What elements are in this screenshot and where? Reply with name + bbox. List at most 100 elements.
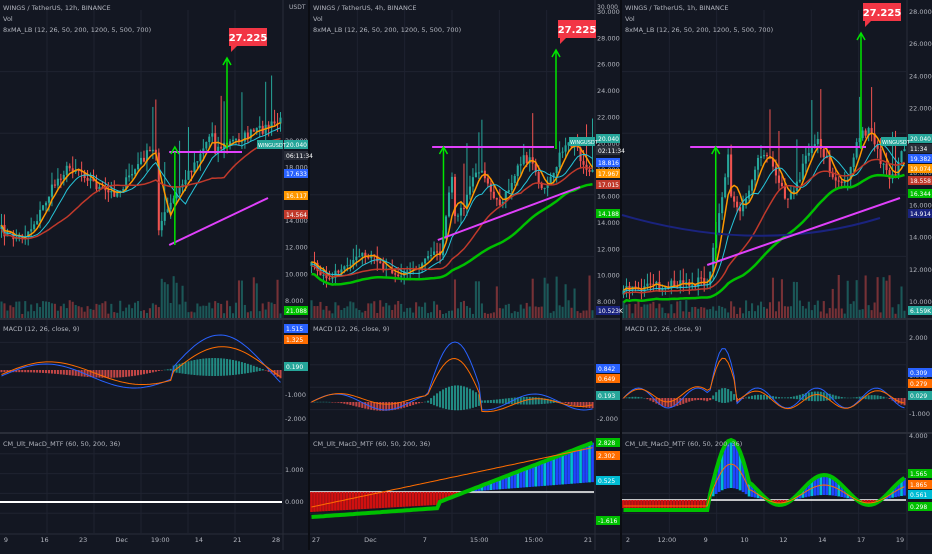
target-price-label: 27.225: [229, 33, 268, 44]
ult-tag-label: 1.565: [910, 471, 927, 478]
macd-histogram-bar: [649, 398, 651, 401]
candle-body: [496, 198, 498, 199]
price-tag-label: 14.564: [286, 212, 307, 219]
volume-bar: [823, 301, 825, 318]
volume-bar: [588, 276, 590, 318]
volume-bar: [502, 309, 504, 318]
ult-histogram-bar: [316, 492, 319, 512]
time-axis-label: 23: [79, 536, 87, 544]
price-tag-label: 6.159K: [910, 308, 932, 315]
time-axis-label: 14: [818, 536, 826, 544]
candle-body: [152, 150, 154, 151]
volume-bar: [820, 311, 822, 318]
ult-tag-label: 2.828: [598, 440, 615, 447]
volume-bar: [211, 308, 213, 318]
volume-bar: [6, 311, 8, 318]
macd-histogram-bar: [532, 397, 534, 404]
macd-histogram-bar: [3, 370, 5, 372]
volume-bar: [591, 310, 593, 318]
ult-histogram-bar: [388, 492, 391, 508]
volume-bar: [193, 312, 195, 318]
macd-histogram-bar: [214, 358, 216, 376]
price-axis-label: 26.000: [909, 40, 932, 48]
volume-bar: [796, 282, 798, 318]
price-tag-label: 17.633: [286, 171, 307, 178]
volume-bar: [535, 306, 537, 318]
macd-histogram-bar: [256, 367, 258, 372]
candle-body: [658, 282, 660, 290]
volume-bar: [892, 307, 894, 318]
candle-body: [475, 173, 477, 178]
volume-bar: [649, 304, 651, 318]
volume-bar: [376, 313, 378, 318]
candle-body: [736, 202, 738, 208]
volume-bar: [880, 312, 882, 318]
macd-histogram-bar: [253, 366, 255, 372]
macd-histogram-bar: [469, 389, 471, 409]
macd-histogram-bar: [92, 370, 94, 377]
volume-bar: [889, 275, 891, 318]
ult-histogram-bar: [552, 458, 555, 485]
volume-bar: [787, 307, 789, 318]
macd-histogram-bar: [568, 402, 570, 404]
volume-bar: [580, 313, 582, 318]
volume-bar: [229, 306, 231, 318]
volume-bar: [427, 313, 429, 318]
volume-bar: [12, 307, 14, 318]
volume-bar: [208, 303, 210, 318]
macd-histogram-bar: [202, 359, 204, 376]
volume-bar: [196, 303, 198, 318]
volume-bar: [784, 306, 786, 318]
candle-body: [784, 186, 786, 198]
candle-body: [128, 175, 130, 177]
volume-bar: [328, 311, 330, 318]
volume-bar: [334, 302, 336, 318]
ult-histogram-bar: [540, 462, 543, 486]
ult-histogram-bar: [676, 500, 679, 508]
volume-bar: [131, 308, 133, 318]
volume-bar: [685, 300, 687, 318]
macd-label: MACD (12, 26, close, 9): [625, 325, 701, 333]
candle-body: [424, 258, 426, 263]
candle-body: [508, 190, 510, 192]
candle-body: [346, 265, 348, 266]
ma-indicator-label: 8xMA_LB (12, 26, 50, 200, 1200, 5, 500, …: [3, 26, 151, 34]
macd-histogram-bar: [116, 370, 118, 378]
volume-bar: [223, 313, 225, 318]
price-tag-label: 16.117: [286, 193, 307, 200]
macd-histogram-bar: [754, 395, 756, 399]
candle-body: [379, 261, 381, 263]
macd-histogram-bar: [685, 398, 687, 403]
macd-histogram-bar: [727, 389, 729, 402]
ult-histogram-bar: [525, 468, 528, 487]
macd-histogram-bar: [856, 397, 858, 398]
macd-histogram-bar: [119, 370, 121, 377]
ult-histogram-bar: [637, 500, 640, 508]
candle-body: [511, 183, 513, 190]
candle-body: [427, 256, 429, 258]
price-axis-label: 12.000: [285, 244, 308, 252]
time-axis-label: 7: [423, 536, 427, 544]
volume-bar: [119, 301, 121, 318]
candle-body: [757, 158, 759, 170]
volume-bar: [862, 309, 864, 318]
ult-histogram-bar: [573, 450, 576, 484]
macd-histogram-bar: [72, 370, 74, 376]
volume-bar: [158, 307, 160, 318]
ult-histogram-bar: [310, 492, 313, 512]
macd-histogram-bar: [316, 402, 318, 403]
volume-bar: [841, 308, 843, 318]
price-tag-label: 18.816: [598, 160, 619, 167]
volume-bar: [733, 307, 735, 318]
volume-bar: [179, 304, 181, 318]
macd-histogram-bar: [900, 398, 902, 405]
volume-bar: [817, 301, 819, 318]
candle-body: [802, 164, 804, 180]
volume-bar: [370, 303, 372, 318]
macd-histogram-bar: [364, 402, 366, 409]
macd-histogram-bar: [442, 389, 444, 408]
ult-histogram-bar: [528, 467, 531, 487]
volume-bar: [394, 305, 396, 318]
volume-bar: [811, 310, 813, 318]
volume-bar: [95, 304, 97, 318]
